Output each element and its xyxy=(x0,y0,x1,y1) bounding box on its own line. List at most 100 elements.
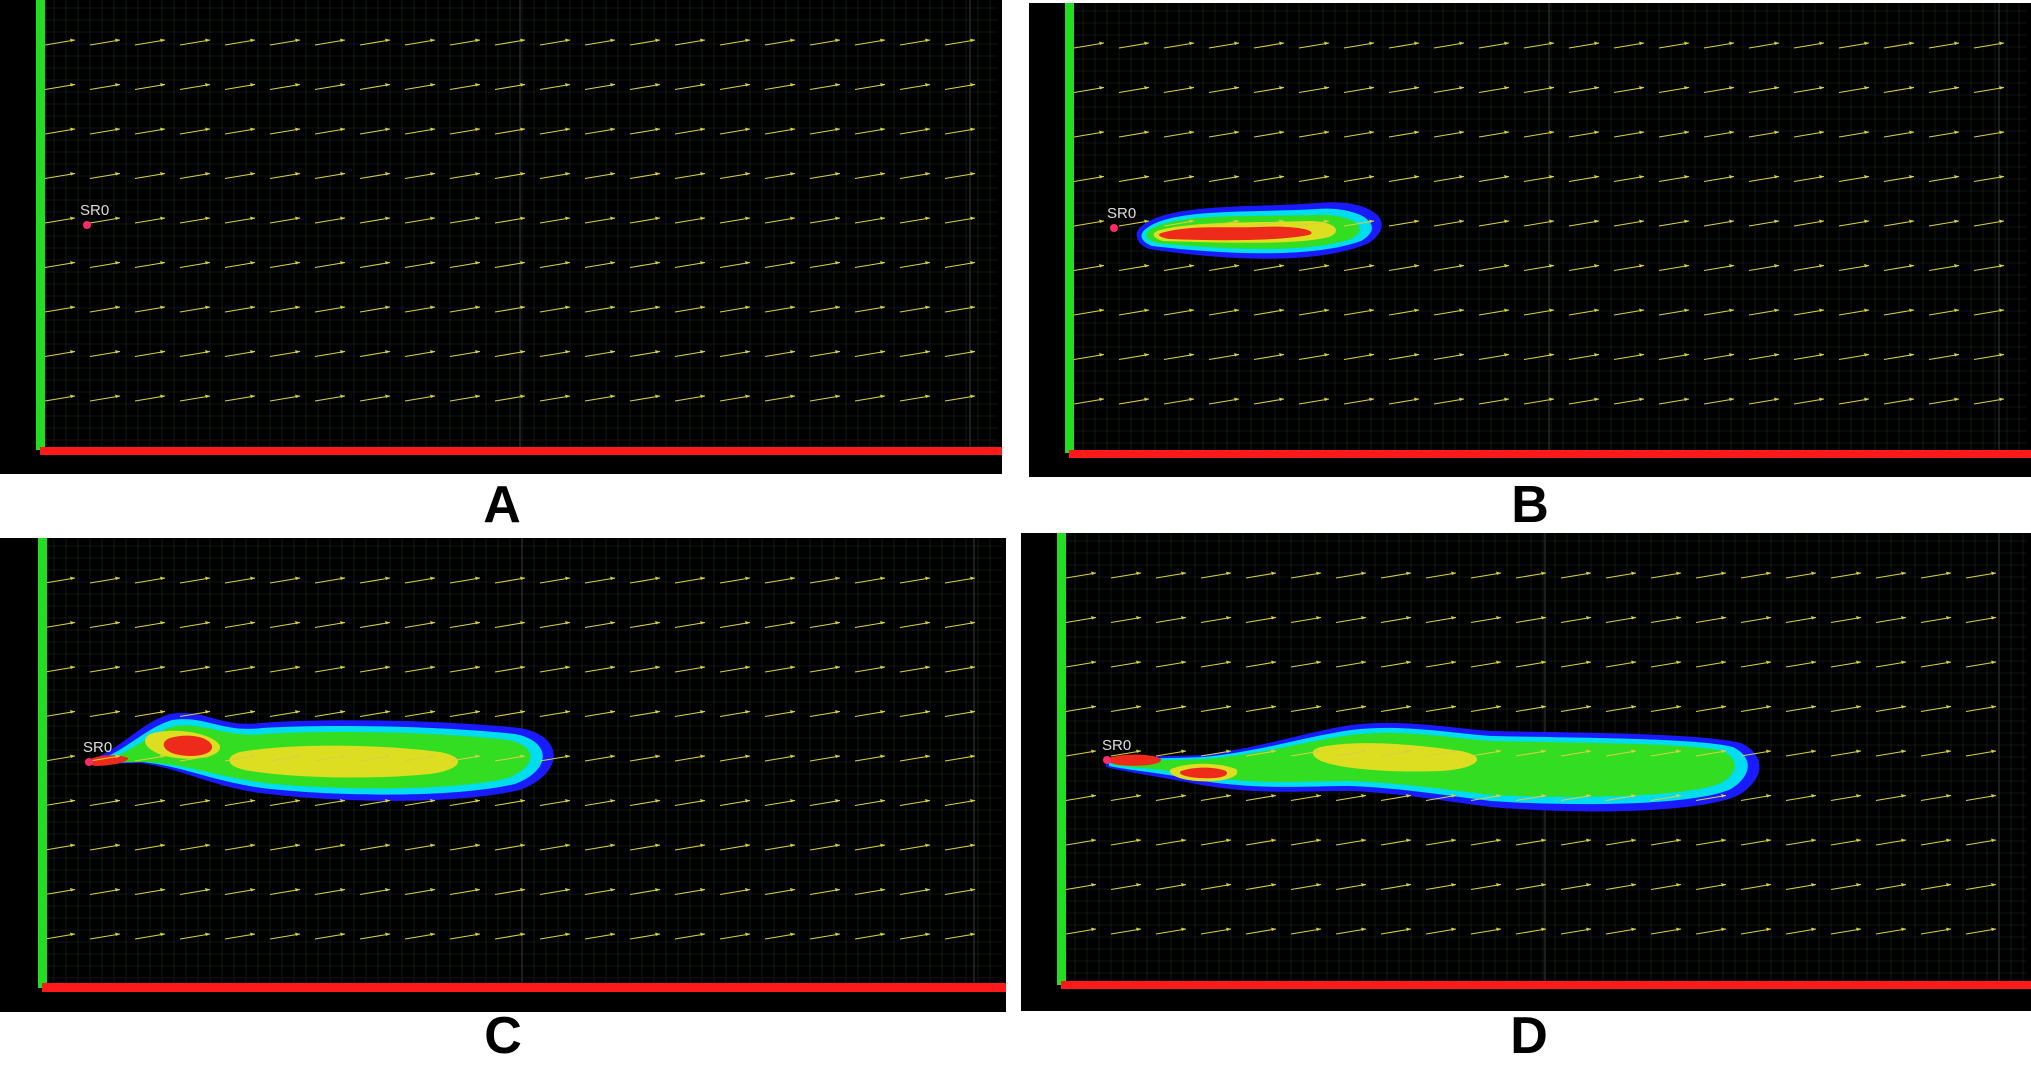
velocity-arrow xyxy=(269,710,301,718)
velocity-arrow xyxy=(314,172,346,180)
velocity-arrow xyxy=(404,754,436,762)
velocity-arrow xyxy=(269,394,301,402)
velocity-arrow xyxy=(1875,838,1907,846)
velocity-arrow xyxy=(134,172,166,180)
velocity-arrow xyxy=(1830,927,1862,935)
velocity-arrow xyxy=(1740,838,1772,846)
velocity-arrow xyxy=(89,127,121,135)
velocity-arrow xyxy=(1200,749,1232,757)
velocity-arrow xyxy=(1830,749,1862,757)
velocity-arrow xyxy=(809,710,841,718)
velocity-arrow xyxy=(809,172,841,180)
velocity-arrow xyxy=(1470,705,1502,713)
velocity-arrow xyxy=(1388,175,1420,183)
velocity-arrow xyxy=(44,754,76,762)
velocity-arrow xyxy=(1380,927,1412,935)
velocity-arrow xyxy=(359,127,391,135)
velocity-arrow xyxy=(1928,86,1960,94)
velocity-arrow xyxy=(1470,571,1502,579)
velocity-arrow xyxy=(1110,749,1142,757)
velocity-arrow xyxy=(1695,838,1727,846)
velocity-arrow xyxy=(269,754,301,762)
velocity-arrow xyxy=(359,888,391,896)
velocity-arrow xyxy=(89,621,121,629)
velocity-arrow xyxy=(449,305,481,313)
velocity-arrow xyxy=(1883,264,1915,272)
velocity-arrow xyxy=(899,83,931,91)
velocity-arrow xyxy=(1343,397,1375,405)
velocity-arrow xyxy=(359,216,391,224)
velocity-arrow xyxy=(764,350,796,358)
velocity-arrow xyxy=(179,665,211,673)
left-wall xyxy=(36,0,45,450)
velocity-arrow xyxy=(1830,660,1862,668)
velocity-arrow xyxy=(1650,794,1682,802)
velocity-arrow xyxy=(1523,397,1555,405)
velocity-arrow xyxy=(854,754,886,762)
velocity-arrow xyxy=(1658,41,1690,49)
velocity-arrow xyxy=(494,305,526,313)
velocity-arrow xyxy=(1163,353,1195,361)
velocity-arrow xyxy=(629,350,661,358)
velocity-arrow xyxy=(1650,927,1682,935)
velocity-arrow xyxy=(1883,86,1915,94)
velocity-arrow xyxy=(404,172,436,180)
velocity-arrow xyxy=(1163,86,1195,94)
velocity-arrow xyxy=(269,665,301,673)
velocity-arrow xyxy=(854,621,886,629)
velocity-arrow xyxy=(314,932,346,940)
velocity-arrow xyxy=(1073,353,1105,361)
velocity-arrow xyxy=(44,38,76,46)
velocity-arrows xyxy=(44,38,976,402)
velocity-arrow xyxy=(44,665,76,673)
velocity-arrow xyxy=(1290,616,1322,624)
velocity-arrow xyxy=(1928,264,1960,272)
velocity-arrow xyxy=(584,799,616,807)
velocity-arrow xyxy=(719,172,751,180)
velocity-arrow xyxy=(89,305,121,313)
velocity-arrow xyxy=(494,843,526,851)
velocity-arrow xyxy=(674,305,706,313)
velocity-arrow xyxy=(539,710,571,718)
velocity-arrow xyxy=(764,38,796,46)
velocity-arrow xyxy=(584,665,616,673)
velocity-arrow xyxy=(1973,397,2005,405)
velocity-arrow xyxy=(1155,616,1187,624)
velocity-arrow xyxy=(1920,838,1952,846)
velocity-arrow xyxy=(1928,397,1960,405)
velocity-arrow xyxy=(1928,130,1960,138)
velocity-arrow xyxy=(1928,353,1960,361)
velocity-arrow xyxy=(1560,571,1592,579)
velocity-arrow xyxy=(1830,571,1862,579)
panel-b-canvas: SR0 xyxy=(1065,3,2031,458)
velocity-arrow xyxy=(1965,660,1997,668)
velocity-arrow xyxy=(584,83,616,91)
velocity-arrow xyxy=(1695,705,1727,713)
velocity-arrow xyxy=(449,843,481,851)
velocity-arrow xyxy=(1523,130,1555,138)
velocity-arrow xyxy=(1523,41,1555,49)
velocity-arrow xyxy=(1110,838,1142,846)
simulation-panel-c: SR0 xyxy=(0,538,1006,1012)
velocity-arrow xyxy=(224,799,256,807)
velocity-arrow xyxy=(854,127,886,135)
velocity-arrow xyxy=(449,576,481,584)
velocity-arrow xyxy=(944,172,976,180)
velocity-arrow xyxy=(44,305,76,313)
velocity-arrow xyxy=(1785,660,1817,668)
velocity-arrow xyxy=(1838,397,1870,405)
velocity-arrow xyxy=(584,710,616,718)
velocity-arrow xyxy=(89,394,121,402)
velocity-arrow xyxy=(449,216,481,224)
velocity-arrow xyxy=(1245,927,1277,935)
velocity-arrow xyxy=(359,665,391,673)
velocity-arrow xyxy=(1245,883,1277,891)
velocity-arrow xyxy=(1568,397,1600,405)
velocity-arrow xyxy=(1568,264,1600,272)
velocity-arrow xyxy=(1740,794,1772,802)
velocity-arrow xyxy=(674,665,706,673)
velocity-arrow xyxy=(404,888,436,896)
velocity-arrow xyxy=(269,932,301,940)
velocity-arrow xyxy=(1208,130,1240,138)
velocity-arrow xyxy=(1335,749,1367,757)
